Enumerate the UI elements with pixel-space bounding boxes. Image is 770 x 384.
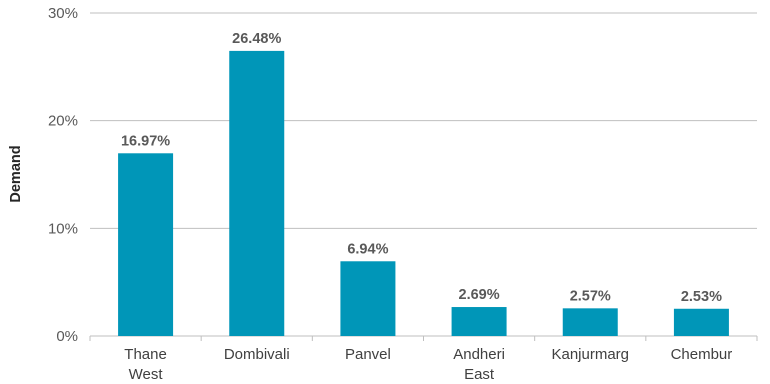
x-category-label: Thane West bbox=[124, 346, 167, 383]
x-axis-categories: Thane West Dombivali Panvel Andheri East Kanju… bbox=[124, 346, 732, 383]
data-labels: 16.97% 26.48% 6.94% 2.69% 2.57% 2.53% bbox=[121, 31, 722, 305]
bar bbox=[673, 308, 729, 336]
bar-data-label: 2.57% bbox=[570, 288, 611, 304]
bar-data-label: 26.48% bbox=[232, 31, 281, 47]
bar bbox=[562, 308, 618, 336]
x-category-label: Panvel bbox=[345, 346, 391, 363]
y-tick-label: 20% bbox=[48, 113, 78, 130]
x-category-label: Dombivali bbox=[224, 346, 290, 363]
y-tick-label: 30% bbox=[48, 5, 78, 22]
x-category-label: Kanjurmarg bbox=[551, 346, 629, 363]
bar-data-label: 6.94% bbox=[347, 241, 388, 257]
bar-data-label: 16.97% bbox=[121, 133, 170, 149]
y-tick-label: 10% bbox=[48, 220, 78, 237]
y-tick-label: 0% bbox=[56, 328, 78, 345]
bar-data-label: 2.69% bbox=[459, 287, 500, 303]
bar bbox=[118, 153, 174, 336]
x-category-label: Chembur bbox=[671, 346, 733, 363]
bar bbox=[451, 307, 507, 336]
bar-data-label: 2.53% bbox=[681, 289, 722, 305]
bar bbox=[229, 50, 285, 336]
y-axis-ticks: 0% 10% 20% 30% bbox=[48, 5, 78, 345]
y-axis-title: Demand bbox=[8, 145, 24, 202]
x-category-label: Andheri East bbox=[453, 346, 505, 383]
gridlines bbox=[89, 12, 758, 341]
bar bbox=[340, 261, 396, 336]
bars bbox=[118, 50, 729, 336]
